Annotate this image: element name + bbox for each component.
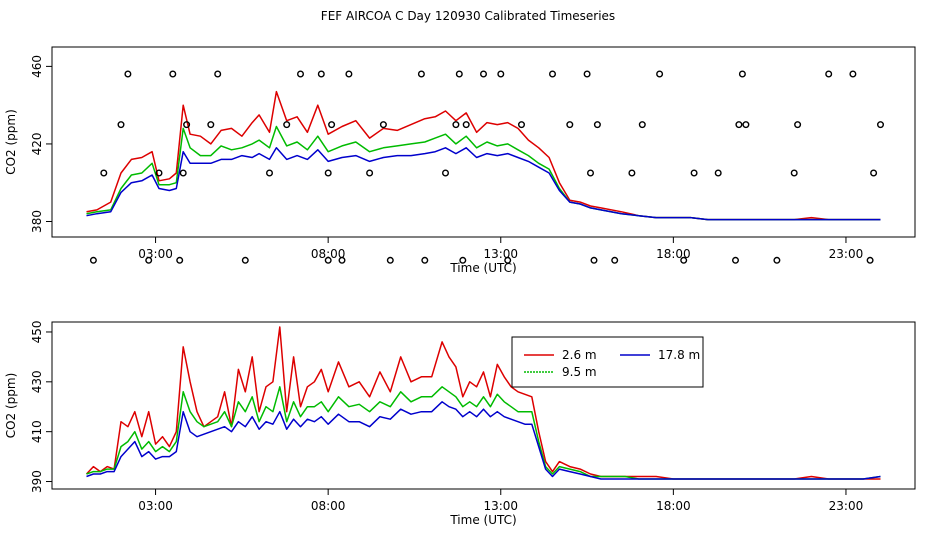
flag-point xyxy=(455,70,463,78)
flag-point xyxy=(870,169,878,177)
flag-point xyxy=(742,121,750,129)
flag-point xyxy=(849,70,857,78)
flag-point xyxy=(124,70,132,78)
plot-frame xyxy=(51,46,916,238)
flag-point xyxy=(583,70,591,78)
flag-point xyxy=(328,121,336,129)
legend-label: 17.8 m xyxy=(658,348,700,362)
x-tick-label: 08:00 xyxy=(311,499,346,513)
y-tick-label: 390 xyxy=(30,470,44,493)
flag-point xyxy=(628,169,636,177)
flag-point xyxy=(338,256,346,264)
flag-point xyxy=(587,169,595,177)
flag-point xyxy=(379,121,387,129)
flag-point xyxy=(241,256,249,264)
y-tick-label: 430 xyxy=(30,370,44,393)
flag-point xyxy=(183,121,191,129)
flag-point xyxy=(169,70,177,78)
x-tick-label: 13:00 xyxy=(483,247,518,261)
flag-point xyxy=(100,169,108,177)
y-tick-label: 420 xyxy=(30,132,44,155)
flag-point xyxy=(452,121,460,129)
panel-bottom: 03:00 08:00 13:00 18:00 23:00 Time (UTC) 390 41… xyxy=(4,321,916,527)
flag-point xyxy=(738,70,746,78)
y-axis-label: CO2 (ppm) xyxy=(4,373,18,439)
flag-point xyxy=(317,70,325,78)
flag-point xyxy=(497,70,505,78)
flag-point xyxy=(825,70,833,78)
flag-point xyxy=(462,121,470,129)
flag-point xyxy=(345,70,353,78)
flag-point xyxy=(283,121,291,129)
legend-label: 9.5 m xyxy=(562,365,597,379)
flag-point xyxy=(366,169,374,177)
flag-point xyxy=(732,256,740,264)
x-tick-label: 03:00 xyxy=(138,247,173,261)
flag-point xyxy=(680,256,688,264)
plot-frame xyxy=(51,321,916,490)
y-axis-label: CO2 (ppm) xyxy=(4,109,18,175)
flag-point xyxy=(790,169,798,177)
flag-point xyxy=(518,121,526,129)
flag-point xyxy=(421,256,429,264)
flag-point xyxy=(117,121,125,129)
flag-point xyxy=(266,169,274,177)
flag-point xyxy=(735,121,743,129)
flag-point xyxy=(417,70,425,78)
series-line-17-8-m xyxy=(86,147,881,221)
flag-point xyxy=(207,121,215,129)
flag-point xyxy=(214,70,222,78)
flag-point xyxy=(504,256,512,264)
plot-area xyxy=(86,90,881,221)
flag-point xyxy=(549,70,557,78)
flag-point xyxy=(714,169,722,177)
y-tick-label: 450 xyxy=(30,321,44,344)
y-tick-label: 380 xyxy=(30,210,44,233)
flag-point xyxy=(324,256,332,264)
x-axis-label: Time (UTC) xyxy=(449,513,516,527)
legend-box xyxy=(511,336,704,388)
x-axis-label: Time (UTC) xyxy=(449,261,516,275)
x-tick-label: 23:00 xyxy=(829,499,864,513)
flag-point xyxy=(297,70,305,78)
x-tick-label: 23:00 xyxy=(829,247,864,261)
flag-point xyxy=(179,169,187,177)
flag-point xyxy=(656,70,664,78)
flag-point xyxy=(324,169,332,177)
flag-point xyxy=(611,256,619,264)
flag-point xyxy=(690,169,698,177)
flag-point xyxy=(155,169,163,177)
flag-point xyxy=(590,256,598,264)
x-tick-label: 18:00 xyxy=(656,499,691,513)
flag-point xyxy=(773,256,781,264)
chart-title: FEF AIRCOA C Day 120930 Calibrated Times… xyxy=(320,9,616,23)
flag-point xyxy=(89,256,97,264)
legend-label: 2.6 m xyxy=(562,348,597,362)
flag-point xyxy=(176,256,184,264)
flag-point xyxy=(866,256,874,264)
plot-area xyxy=(85,326,881,480)
x-tick-label: 13:00 xyxy=(483,499,518,513)
series-line-2-6-m xyxy=(85,326,881,480)
flag-point xyxy=(566,121,574,129)
series-line-17-8-m xyxy=(86,401,881,480)
flag-point xyxy=(794,121,802,129)
y-tick-label: 460 xyxy=(30,55,44,78)
flag-point xyxy=(386,256,394,264)
flag-point xyxy=(638,121,646,129)
x-tick-label: 08:00 xyxy=(311,247,346,261)
x-tick-label: 03:00 xyxy=(138,499,173,513)
flag-point xyxy=(593,121,601,129)
flag-point xyxy=(877,121,885,129)
flag-point xyxy=(480,70,488,78)
flag-point xyxy=(145,256,153,264)
flag-point xyxy=(459,256,467,264)
y-tick-label: 410 xyxy=(30,420,44,443)
flag-point xyxy=(442,169,450,177)
